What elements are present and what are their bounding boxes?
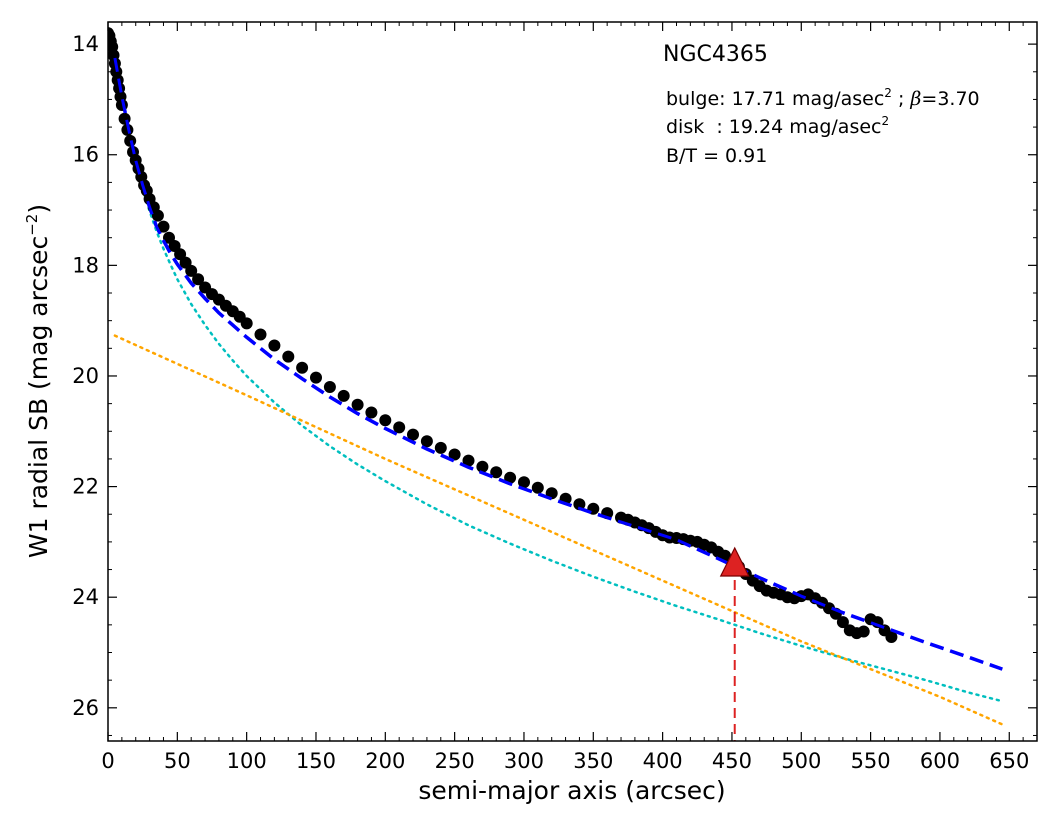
y-tick-label: 20	[72, 364, 99, 388]
bt-annotation: B/T = 0.91	[666, 145, 767, 167]
data-point	[351, 398, 364, 411]
y-axis-label-close: )	[24, 204, 53, 214]
data-point	[462, 454, 475, 467]
x-tick-label: 400	[643, 749, 683, 773]
tick-labels: 0 50 100 150 200 250 300 350 400 450 500 550 600 650 1…	[72, 32, 1029, 773]
data-point	[268, 339, 281, 352]
data-point	[476, 460, 489, 473]
y-axis-label-main: W1 radial SB (mag arcsec	[24, 236, 53, 558]
x-tick-label: 300	[504, 749, 544, 773]
x-tick-label: 550	[851, 749, 891, 773]
x-tick-label: 50	[164, 749, 191, 773]
data-point	[192, 273, 205, 286]
y-tick-label: 14	[72, 32, 99, 56]
disk-sup: 2	[882, 114, 890, 128]
fit-line-overlay	[113, 57, 1003, 671]
x-tick-label: 450	[712, 749, 752, 773]
data-point	[885, 631, 898, 643]
disk-prefix: disk : 19.24 mag/asec	[666, 116, 882, 138]
data-point	[448, 448, 461, 461]
series-line-dotted-bulge	[113, 56, 1004, 703]
data-point	[836, 616, 849, 629]
data-point	[490, 466, 503, 479]
data-point	[254, 328, 267, 341]
data-point	[185, 264, 198, 277]
series-line-dashed-fit	[113, 57, 1003, 671]
disk-annotation: disk : 19.24 mag/asec2	[666, 114, 889, 138]
bulge-suffix: ;	[892, 88, 910, 110]
data-point	[420, 435, 433, 448]
x-tick-label: 0	[101, 749, 114, 773]
x-tick-label: 350	[573, 749, 613, 773]
data-point	[337, 389, 350, 402]
data-points	[108, 27, 1003, 671]
x-tick-label: 200	[365, 749, 405, 773]
bulge-sup: 2	[884, 86, 892, 100]
data-point	[151, 209, 164, 222]
data-point	[434, 441, 447, 454]
data-point	[518, 476, 530, 489]
y-tick-label: 26	[72, 696, 99, 720]
y-axis-label: W1 radial SB (mag arcsec−2)	[23, 204, 53, 558]
bulge-prefix: bulge: 17.71 mag/asec	[666, 88, 884, 110]
x-tick-label: 150	[296, 749, 336, 773]
data-point	[157, 220, 170, 233]
bulge-annotation: bulge: 17.71 mag/asec2 ; β=3.70	[666, 86, 980, 110]
data-point	[365, 406, 378, 419]
data-point	[857, 625, 870, 638]
data-point	[240, 317, 253, 330]
data-point	[504, 471, 517, 484]
beta-value: =3.70	[921, 88, 979, 110]
x-tick-label: 500	[781, 749, 821, 773]
x-axis-label: semi-major axis (arcsec)	[418, 776, 725, 805]
y-tick-label: 16	[72, 143, 99, 167]
plot-frame	[107, 21, 1038, 742]
data-point	[531, 481, 544, 494]
data-point	[379, 414, 392, 427]
data-point	[573, 498, 586, 511]
y-tick-label: 24	[72, 585, 99, 609]
data-point	[296, 361, 309, 374]
data-point	[323, 381, 336, 393]
y-tick-label: 22	[72, 475, 99, 499]
y-axis-label-sup: −2	[23, 214, 41, 236]
chart-title: NGC4365	[663, 42, 768, 67]
ticks	[107, 22, 1037, 741]
x-tick-label: 650	[989, 749, 1029, 773]
data-point	[393, 421, 406, 434]
x-tick-label: 250	[435, 749, 475, 773]
y-tick-label: 18	[72, 253, 99, 277]
data-point	[310, 371, 322, 384]
x-tick-label: 100	[227, 749, 267, 773]
marker-triangle	[719, 546, 750, 577]
series-line-dotted-disk	[113, 334, 1004, 726]
beta-symbol: β	[909, 88, 921, 110]
data-point	[407, 428, 419, 441]
x-tick-label: 600	[920, 749, 960, 773]
data-point	[282, 350, 295, 363]
marker-layer	[719, 546, 750, 741]
